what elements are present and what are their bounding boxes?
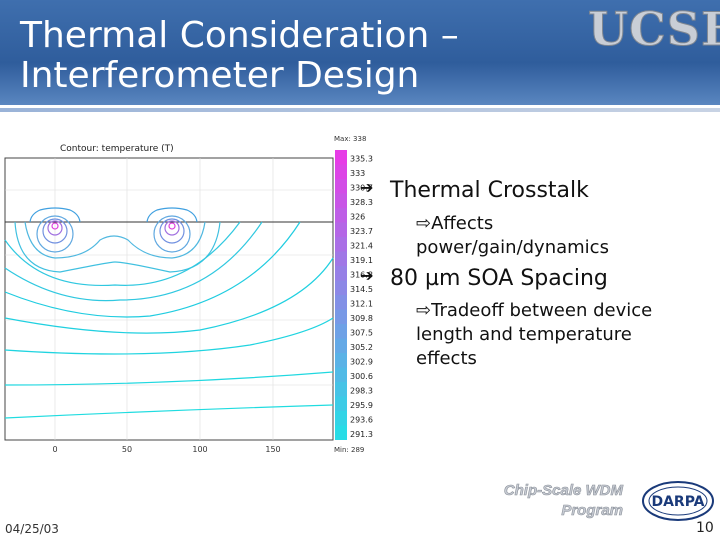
sub-bullet: ⇨Tradeoff between device length and temp… — [416, 299, 696, 371]
bullet-text: Thermal Crosstalk — [390, 178, 589, 203]
colorbar-swatch — [335, 295, 347, 310]
colorbar-label: 293.6 — [350, 416, 373, 425]
colorbar-swatch — [335, 425, 347, 440]
colorbar-swatch — [335, 280, 347, 295]
colorbar-swatch — [335, 222, 347, 237]
colorbar-label: 321.4 — [350, 242, 373, 251]
logo: UCSB — [588, 2, 720, 57]
x-tick-label: 50 — [122, 445, 132, 454]
colorbar-label: 319.1 — [350, 256, 373, 265]
colorbar-label: 312.1 — [350, 300, 373, 309]
colorbar-swatch — [335, 150, 347, 165]
divider — [0, 108, 720, 112]
colorbar-swatch — [335, 266, 347, 281]
colorbar-label: 298.3 — [350, 387, 373, 396]
program-name: Chip-Scale WDM — [503, 482, 624, 500]
colorbar: 335.3 333 330.7 328.3 326 323.7 321.4 319.1 316.… — [335, 150, 373, 440]
colorbar-swatch — [335, 396, 347, 411]
slide-title: Thermal Consideration – — [20, 15, 459, 56]
sub-bullet-arrow: ⇨ — [416, 300, 432, 321]
colorbar-swatch — [335, 251, 347, 266]
plot-frame — [4, 157, 334, 441]
colorbar-label: 291.3 — [350, 430, 373, 439]
colorbar-label: 330.7 — [350, 184, 373, 193]
bullet: ➔ 80 µm SOA Spacing — [360, 266, 608, 291]
colorbar-swatch — [335, 179, 347, 194]
contour-plot: Contour: temperature (T) 0 50 100 150 335.3… — [4, 135, 373, 454]
colorbar-swatch — [335, 338, 347, 353]
sub-bullet-text: Affects power/gain/dynamics — [416, 213, 609, 258]
colorbar-label: 309.8 — [350, 314, 373, 323]
x-tick-label: 0 — [52, 445, 57, 454]
colorbar-label: 302.9 — [350, 358, 373, 367]
colorbar-swatch — [335, 324, 347, 339]
bullet-text: 80 µm SOA Spacing — [390, 266, 608, 291]
colorbar-swatch — [335, 353, 347, 368]
colorbar-label: 333 — [350, 169, 365, 178]
program-name: Program — [561, 502, 623, 520]
x-tick-label: 150 — [265, 445, 280, 454]
sub-bullet-text: Tradeoff between device length and tempe… — [416, 300, 653, 369]
bullet: ➔ Thermal Crosstalk — [360, 178, 589, 203]
contour-lines — [4, 207, 334, 419]
colorbar-swatch — [335, 309, 347, 324]
colorbar-label: 314.5 — [350, 285, 373, 294]
sponsor-logo: DARPA — [642, 481, 714, 521]
colorbar-label: 326 — [350, 213, 365, 222]
colorbar-swatch — [335, 164, 347, 179]
colorbar-swatch — [335, 193, 347, 208]
sponsor-name: DARPA — [651, 494, 704, 510]
colorbar-swatch — [335, 411, 347, 426]
min-label: Min: 289 — [334, 446, 364, 454]
x-tick-label: 100 — [192, 445, 207, 454]
date: 04/25/03 — [5, 522, 59, 536]
colorbar-swatch — [335, 208, 347, 223]
max-label: Max: 338 — [334, 135, 366, 143]
colorbar-label: 316.8 — [350, 271, 373, 280]
slide-title: Interferometer Design — [20, 55, 420, 96]
sub-bullet: ⇨Affects power/gain/dynamics — [416, 212, 646, 260]
colorbar-swatch — [335, 237, 347, 252]
plot-title: Contour: temperature (T) — [60, 144, 174, 154]
colorbar-label: 307.5 — [350, 329, 373, 338]
colorbar-swatch — [335, 382, 347, 397]
x-ticks: 0 50 100 150 — [52, 445, 280, 454]
bullet-arrow: ➔ — [360, 178, 374, 197]
colorbar-swatch — [335, 367, 347, 382]
colorbar-label: 335.3 — [350, 155, 373, 164]
sub-bullet-arrow: ⇨ — [416, 213, 432, 234]
colorbar-label: 295.9 — [350, 401, 373, 410]
colorbar-label: 305.2 — [350, 343, 373, 352]
header-band — [0, 0, 720, 105]
colorbar-label: 323.7 — [350, 227, 373, 236]
colorbar-label: 300.6 — [350, 372, 373, 381]
bullet-arrow: ➔ — [360, 266, 374, 285]
page-number: 10 — [696, 520, 714, 536]
colorbar-label: 328.3 — [350, 198, 373, 207]
